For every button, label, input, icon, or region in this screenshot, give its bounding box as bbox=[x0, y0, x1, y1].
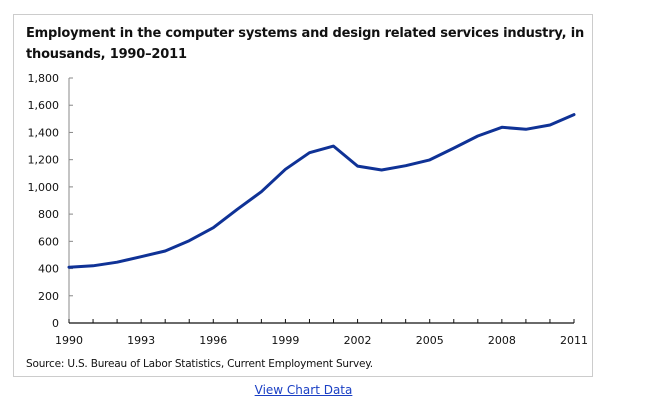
y-axis: 0 200 400 600 800 1,000 1,200 1,400 1,600 1,800 bbox=[28, 72, 73, 330]
y-tick-label: 1,400 bbox=[28, 126, 60, 139]
y-tick-label: 1,000 bbox=[28, 181, 60, 194]
y-tick-label: 1,200 bbox=[28, 154, 60, 167]
x-tick-label: 1999 bbox=[271, 334, 299, 347]
y-tick-label: 400 bbox=[38, 263, 59, 276]
view-chart-data-container: View Chart Data bbox=[0, 383, 607, 397]
chart-title: Employment in the computer systems and d… bbox=[26, 26, 585, 62]
y-tick-label: 0 bbox=[52, 317, 59, 330]
view-chart-data-link[interactable]: View Chart Data bbox=[254, 383, 353, 397]
series-line bbox=[67, 113, 576, 269]
x-tick-label: 1993 bbox=[127, 334, 155, 347]
x-tick-label: 1996 bbox=[199, 334, 227, 347]
x-axis: 1990 1993 1996 1999 2002 2005 2008 2011 bbox=[55, 319, 588, 347]
x-tick-label: 2011 bbox=[560, 334, 588, 347]
y-tick-label: 600 bbox=[38, 235, 59, 248]
x-tick-label: 2008 bbox=[488, 334, 516, 347]
x-tick-label: 1990 bbox=[55, 334, 83, 347]
chart-source: Source: U.S. Bureau of Labor Statistics,… bbox=[26, 358, 373, 370]
chart-container: Employment in the computer systems and d… bbox=[13, 14, 593, 377]
series-group bbox=[67, 113, 576, 269]
x-tick-label: 2005 bbox=[416, 334, 444, 347]
y-tick-label: 200 bbox=[38, 290, 59, 303]
y-tick-label: 1,600 bbox=[28, 99, 60, 112]
y-tick-label: 1,800 bbox=[28, 72, 60, 85]
y-tick-label: 800 bbox=[38, 208, 59, 221]
x-tick-label: 2002 bbox=[344, 334, 372, 347]
